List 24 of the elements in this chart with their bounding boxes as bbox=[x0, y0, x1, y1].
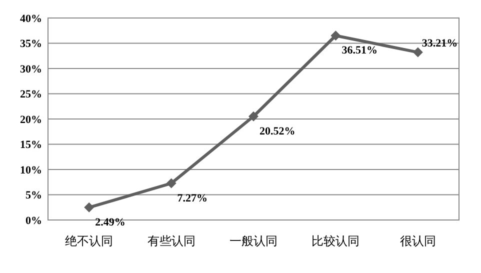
y-tick-label: 15% bbox=[20, 139, 42, 152]
point bbox=[330, 30, 341, 41]
data-label: 20.52% bbox=[260, 125, 296, 138]
point bbox=[412, 47, 423, 58]
y-tick-label: 5% bbox=[26, 190, 42, 202]
point bbox=[248, 111, 258, 122]
y-tick-label: 10% bbox=[20, 164, 42, 176]
y-tick-label: 35% bbox=[20, 38, 42, 50]
x-tick-label: 有些认同 bbox=[147, 234, 196, 248]
y-tick-label: 40% bbox=[20, 12, 42, 25]
x-tick-label: 很认同 bbox=[400, 234, 436, 248]
y-tick-label: 25% bbox=[20, 88, 42, 101]
y-tick-label: 20% bbox=[20, 114, 42, 126]
x-tick-label: 绝不认同 bbox=[65, 234, 114, 248]
point bbox=[166, 178, 176, 188]
y-tick-label: 0% bbox=[26, 214, 42, 227]
data-label: 2.49% bbox=[95, 216, 126, 228]
x-tick-label: 比较认同 bbox=[312, 234, 360, 248]
x-tick-label: 一般认同 bbox=[230, 234, 278, 248]
point bbox=[84, 202, 94, 212]
data-label: 33.21% bbox=[422, 37, 458, 50]
y-tick-label: 30% bbox=[20, 63, 42, 76]
data-label: 36.51% bbox=[342, 44, 378, 57]
data-label: 7.27% bbox=[177, 192, 208, 204]
